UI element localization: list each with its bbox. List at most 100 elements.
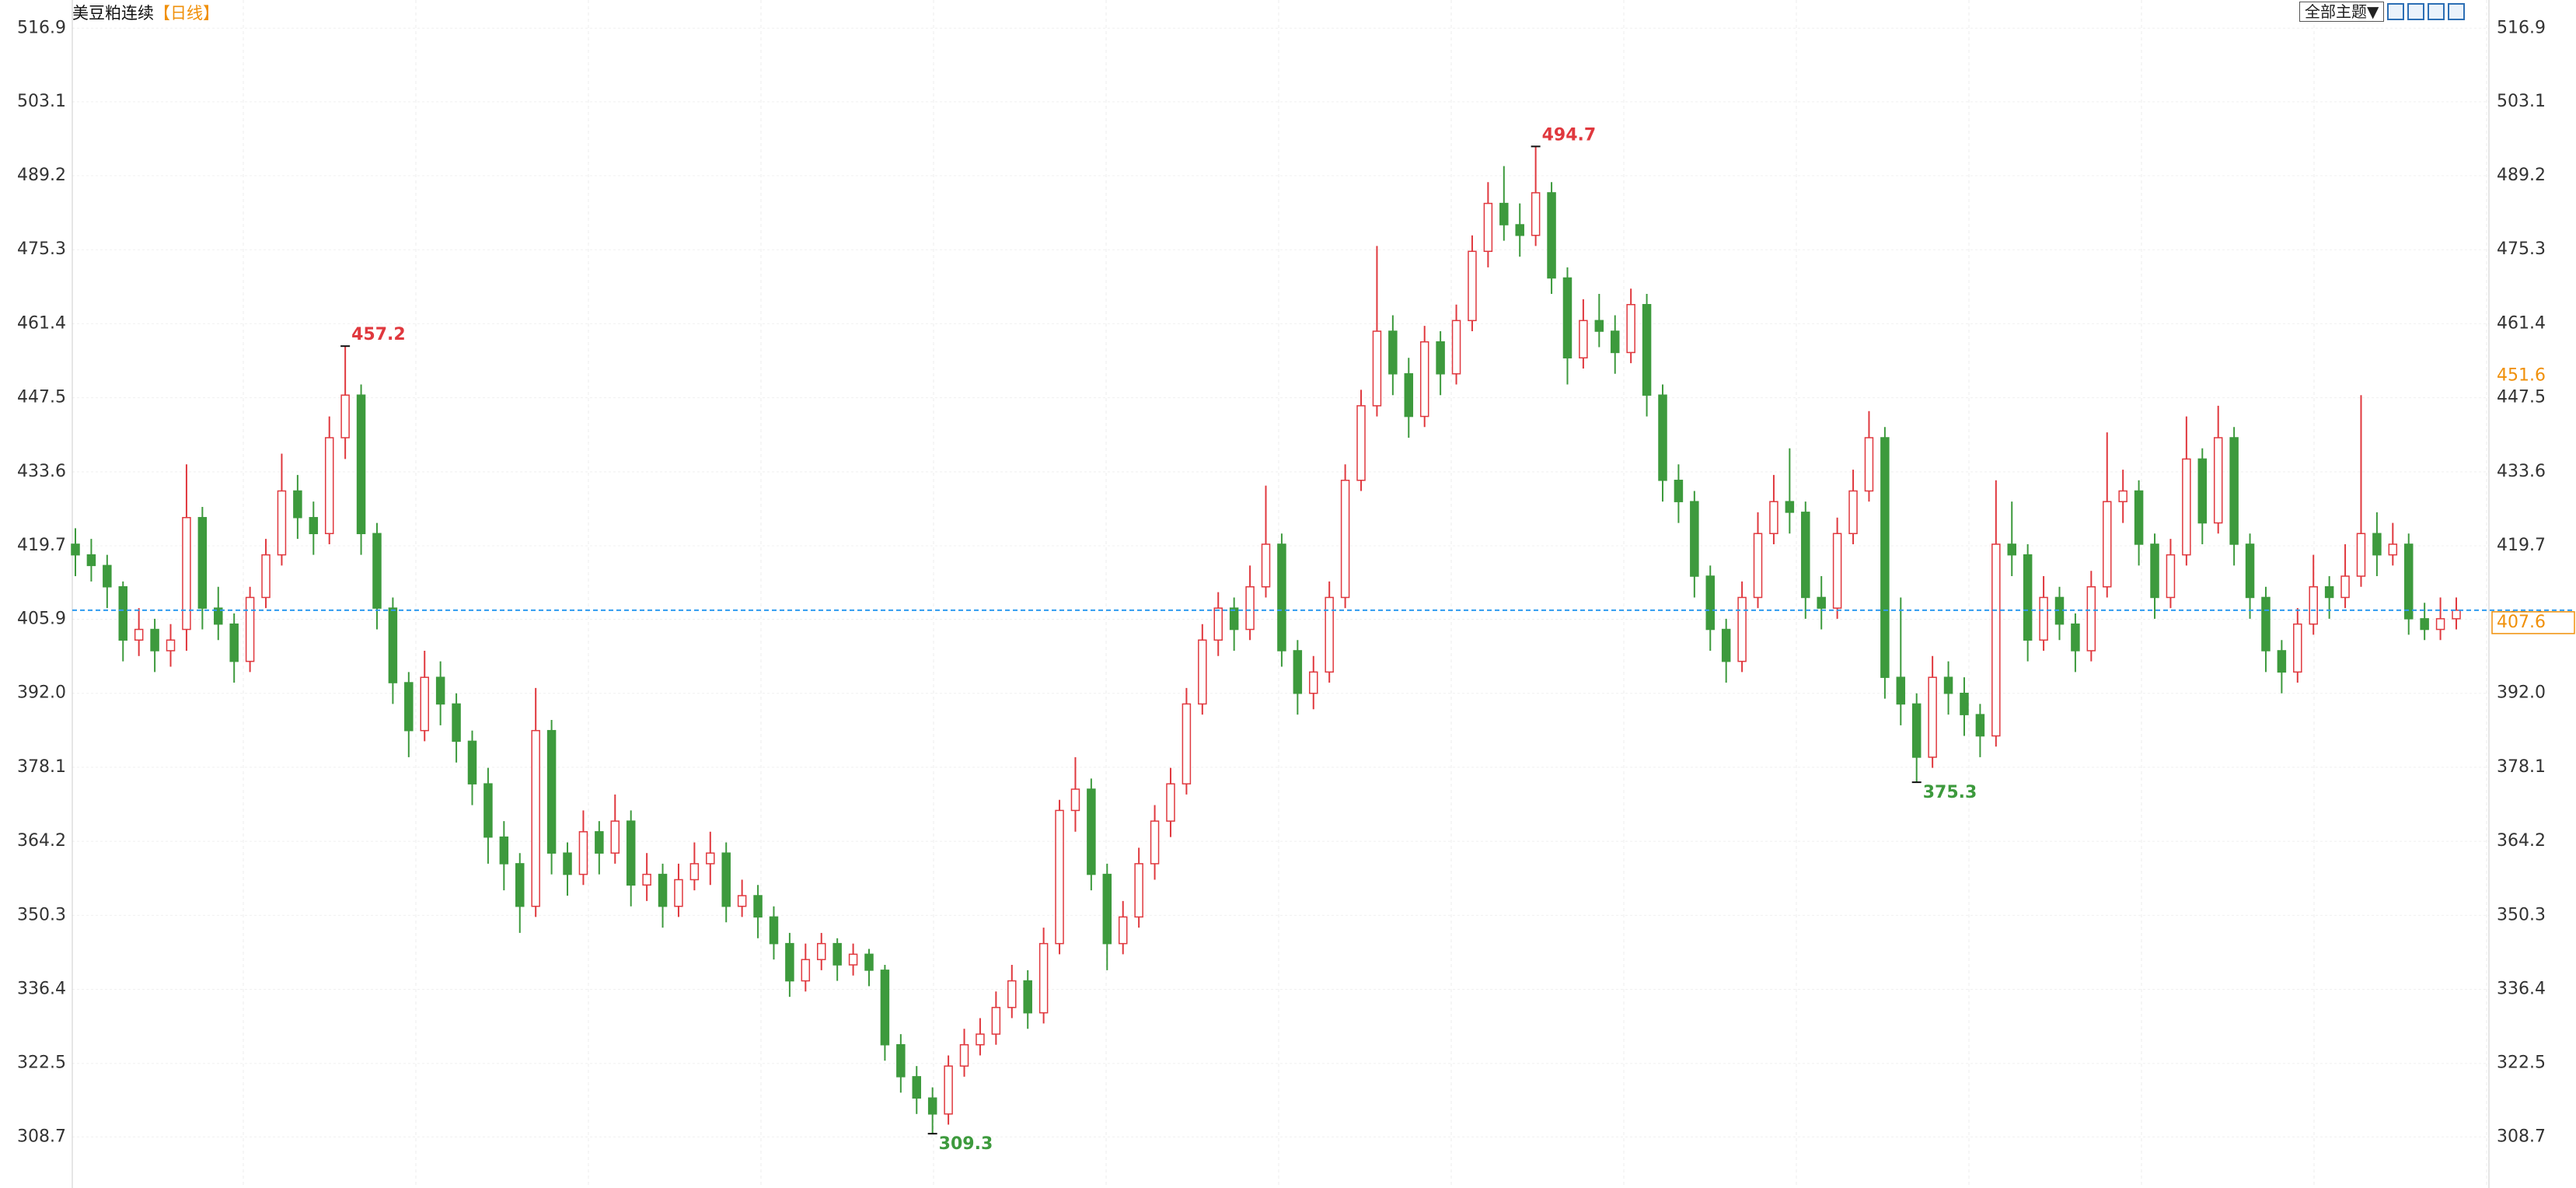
candle-body — [2452, 610, 2461, 620]
candle-body — [2086, 586, 2096, 652]
y2-tick-label: 378.1 — [2497, 757, 2546, 777]
candle-body — [864, 953, 874, 971]
toolbar-icon[interactable] — [2407, 3, 2425, 20]
y-tick-label: 433.6 — [17, 462, 66, 481]
candle-body — [737, 895, 747, 907]
candle-body — [610, 820, 620, 854]
y-tick-label: 405.9 — [17, 610, 66, 629]
y-tick-label: 516.9 — [17, 18, 66, 37]
candle-body — [372, 533, 382, 609]
toolbar-icon[interactable] — [2387, 3, 2405, 20]
candle-body — [1531, 192, 1541, 236]
candle-body — [2150, 543, 2159, 599]
candle-body — [546, 729, 557, 854]
y-tick-label: 419.7 — [17, 536, 66, 555]
y2-tick-label: 322.5 — [2497, 1053, 2546, 1073]
candle-body — [388, 607, 398, 683]
candle-body — [1198, 639, 1207, 705]
candle-body — [2435, 618, 2445, 631]
candle-body — [1436, 341, 1445, 375]
candle-body — [2103, 501, 2112, 588]
candle-body — [2134, 490, 2144, 545]
candle-body — [435, 676, 445, 705]
y2-tick-label: 336.4 — [2497, 980, 2546, 999]
last-price-box — [2491, 611, 2575, 634]
candle-body — [2007, 543, 2016, 556]
candle-body — [2372, 533, 2382, 556]
candle-body — [832, 942, 842, 966]
candle-body — [2293, 623, 2302, 673]
candle-body — [531, 729, 540, 907]
candle-body — [293, 490, 302, 519]
candle-body — [2261, 596, 2271, 652]
candle-body — [1721, 628, 1731, 662]
candle-body — [467, 740, 477, 784]
toolbar-icon[interactable] — [2428, 3, 2445, 20]
candle-body — [2071, 623, 2080, 652]
candle-body — [1674, 480, 1684, 502]
candle-body — [944, 1065, 953, 1115]
candle-body — [848, 953, 858, 966]
candle-body — [769, 916, 779, 945]
title-bar: 美豆粕连续【日线】 — [72, 2, 219, 25]
candle-body — [1356, 405, 1366, 481]
candle-body — [642, 873, 651, 886]
candle-body — [1245, 586, 1255, 631]
candle-body — [1943, 676, 1953, 694]
candle-body — [1261, 543, 1271, 588]
candle-body — [2229, 437, 2239, 545]
toolbar-icon[interactable] — [2448, 3, 2466, 20]
candle-body — [499, 836, 509, 865]
candle-body — [2277, 650, 2287, 673]
candle-body — [515, 863, 525, 907]
candle-body — [1213, 607, 1223, 641]
candle-body — [896, 1044, 906, 1078]
candle-body — [1499, 202, 1509, 225]
candle-body — [1928, 676, 1937, 758]
candle-body — [1134, 863, 1143, 918]
candle-body — [2023, 554, 2033, 641]
candle-body — [261, 554, 271, 599]
candle-body — [1229, 607, 1239, 631]
y-tick-label: 392.0 — [17, 683, 66, 703]
y-tick-label: 364.2 — [17, 831, 66, 851]
candle-body — [1594, 320, 1604, 332]
y-tick-label: 503.1 — [17, 92, 66, 111]
theme-button[interactable]: 全部主题▼ — [2299, 2, 2385, 22]
candle-body — [2403, 543, 2414, 620]
candle-body — [1579, 320, 1588, 358]
candle-body — [658, 873, 668, 907]
candle-body — [2182, 458, 2191, 556]
candle-body — [1419, 341, 1429, 418]
candle-body — [976, 1033, 985, 1046]
candle-body — [912, 1076, 922, 1099]
candle-body — [2388, 543, 2398, 556]
y-tick-label: 461.4 — [17, 313, 66, 333]
candle-body — [880, 970, 890, 1046]
candle-body — [2197, 458, 2208, 524]
candle-body — [118, 586, 128, 641]
candle-body — [1832, 533, 1842, 609]
candle-body — [1372, 330, 1382, 407]
candle-body — [595, 831, 604, 854]
candle-body — [166, 639, 176, 652]
candle-body — [1087, 788, 1096, 875]
candle-body — [1102, 873, 1112, 945]
candle-body — [229, 623, 239, 662]
candle-body — [277, 490, 287, 556]
candle-body — [1277, 543, 1286, 652]
candle-body — [706, 852, 715, 865]
candle-body — [356, 394, 366, 535]
candle-body — [1070, 788, 1080, 812]
extreme-label: 457.2 — [351, 325, 406, 344]
candle-body — [1118, 916, 1128, 945]
y2-tick-label: 461.4 — [2497, 313, 2546, 333]
candle-body — [1166, 783, 1175, 822]
candle-body — [689, 863, 700, 881]
marker-price-label: 451.6 — [2497, 366, 2546, 386]
candle-body — [1325, 596, 1334, 673]
candle-body — [1483, 202, 1493, 253]
candle-body — [1404, 373, 1414, 418]
candle-body — [340, 394, 350, 439]
